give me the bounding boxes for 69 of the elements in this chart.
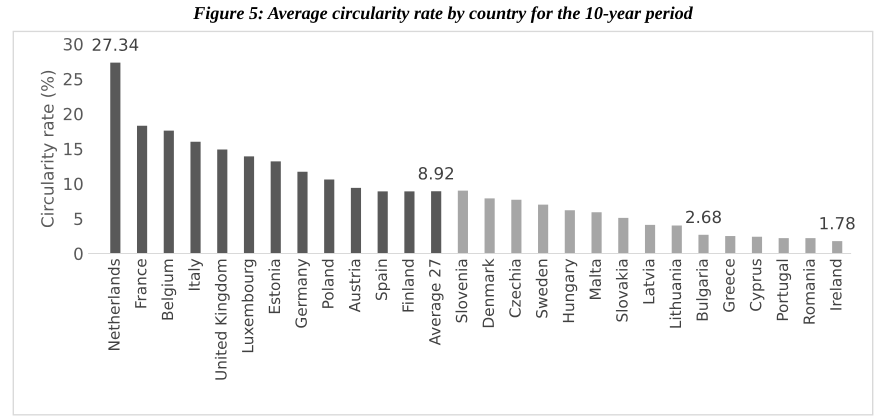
bar [270, 161, 281, 254]
bar [110, 62, 120, 254]
x-tick-label: Portugal [776, 260, 792, 320]
bar [698, 234, 709, 254]
bar [725, 236, 736, 254]
data-label: 2.68 [686, 210, 721, 224]
bar [511, 200, 522, 254]
x-tick-label: Malta [589, 260, 602, 299]
y-tick-label: 20 [64, 108, 83, 120]
bar [324, 179, 334, 254]
x-tick-label: Hungary [562, 258, 578, 322]
x-tick-label: Average 27 [429, 260, 444, 346]
bar [832, 241, 842, 254]
data-label: 1.78 [820, 216, 855, 230]
y-tick-label: 0 [74, 247, 83, 260]
data-label: 27.34 [92, 38, 138, 52]
y-tick-label: 15 [64, 142, 82, 156]
x-tick-label: France [135, 259, 147, 308]
y-tick-label: 30 [64, 38, 83, 51]
x-tick-label: Germany [295, 258, 310, 328]
bar [404, 191, 415, 254]
data-label: 8.92 [418, 167, 454, 180]
y-tick-label: 5 [74, 212, 82, 226]
bar [805, 238, 816, 254]
x-tick-label: Slovakia [616, 260, 628, 322]
bar [190, 142, 201, 254]
x-tick-label: Belgium [161, 260, 176, 320]
bar [564, 210, 575, 254]
x-tick-label: Estonia [268, 260, 280, 314]
bar [538, 204, 548, 254]
x-tick-label: Ireland [830, 260, 842, 310]
x-tick-label: Cyprus [750, 259, 764, 311]
bar [244, 156, 254, 254]
x-tick-label: Sweden [536, 260, 548, 318]
y-tick-label: 25 [64, 72, 82, 86]
bar [378, 191, 388, 254]
x-tick-label: Latvia [642, 260, 654, 304]
x-tick-label: Lithuania [669, 260, 682, 328]
bar [431, 191, 442, 254]
x-tick-label: Romania [803, 260, 815, 324]
bar [618, 218, 628, 254]
x-tick-label: Bulgaria [696, 260, 711, 320]
y-tick-label: 10 [64, 178, 83, 190]
bar [752, 236, 762, 254]
bar [458, 190, 468, 254]
x-tick-label: Slovenia [456, 260, 468, 322]
x-tick-label: Luxembourg [242, 260, 256, 352]
x-tick-label: Italy [188, 258, 203, 290]
x-tick-label: United Kingdom [214, 260, 230, 380]
bar [484, 198, 495, 254]
chart-title: Figure 5: Average circularity rate by country for the 10-year period [193, 6, 693, 23]
bar [297, 172, 308, 254]
bar [136, 126, 148, 254]
x-tick-label: Netherlands [108, 259, 120, 350]
bar [217, 149, 228, 254]
y-axis-title: Circularity rate (%) [40, 70, 57, 228]
x-tick-label: Spain [375, 260, 390, 300]
x-tick-label: Austria [348, 260, 360, 312]
x-tick-label: Greece [723, 259, 735, 312]
bar [644, 224, 656, 254]
x-tick-label: Poland [322, 260, 334, 308]
bar [591, 212, 602, 254]
bar [164, 130, 174, 254]
bar [672, 226, 682, 254]
bar [350, 188, 362, 254]
bar [778, 238, 789, 254]
x-tick-label: Czechia [508, 260, 521, 318]
x-tick-label: Denmark [482, 258, 494, 328]
x-tick-label: Finland [402, 260, 414, 312]
